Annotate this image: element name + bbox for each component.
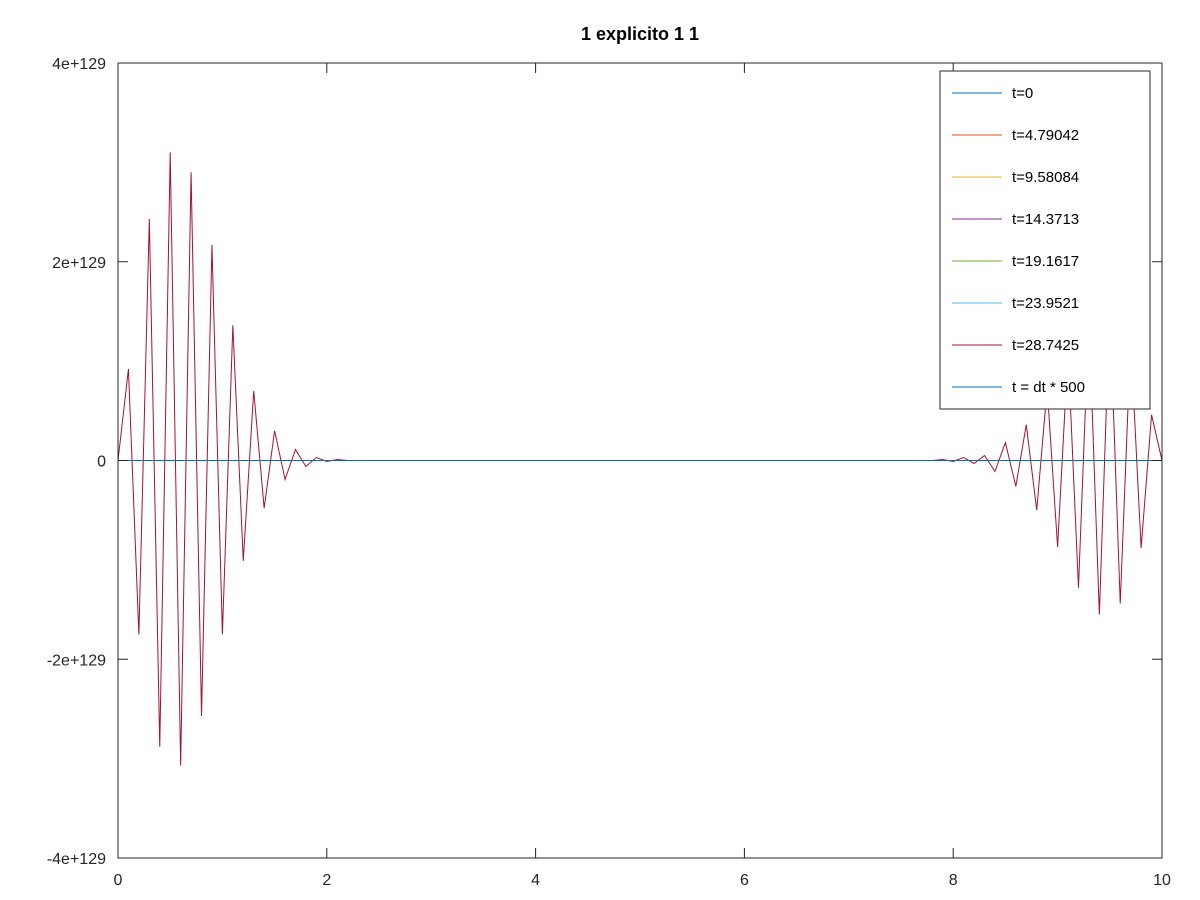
legend-label: t=9.58084 [1012, 169, 1079, 186]
x-tick-label: 10 [1153, 872, 1171, 889]
x-tick-label: 8 [949, 872, 958, 889]
legend-label: t=19.1617 [1012, 253, 1079, 270]
legend-label: t = dt * 500 [1012, 379, 1085, 396]
legend-label: t=23.9521 [1012, 295, 1079, 312]
chart-title: 1 explicito 1 1 [581, 24, 699, 44]
axis-layer: 0 2 4 6 8 10 -4e+129 -2e+129 0 2e+129 4e+129 [47, 56, 1171, 889]
y-tick-label: 0 [97, 454, 106, 471]
y-tick-label: 4e+129 [52, 56, 106, 73]
y-tick-label: 2e+129 [52, 255, 106, 272]
legend: t=0 t=4.79042 t=9.58084 t=14.3713 t=19.1617 t… [939, 70, 1151, 410]
x-tick-label: 6 [740, 872, 749, 889]
y-tick-label: -2e+129 [47, 652, 106, 669]
legend-label: t=28.7425 [1012, 337, 1079, 354]
legend-label: t=0 [1012, 85, 1033, 102]
legend-box [939, 70, 1151, 410]
legend-label: t=14.3713 [1012, 211, 1079, 228]
legend-label: t=4.79042 [1012, 127, 1079, 144]
y-tick-label: -4e+129 [47, 851, 106, 868]
series-layer [117, 152, 1163, 766]
x-tick-label: 4 [531, 872, 540, 889]
x-tick-label: 2 [322, 872, 331, 889]
x-tick-label: 0 [114, 872, 123, 889]
